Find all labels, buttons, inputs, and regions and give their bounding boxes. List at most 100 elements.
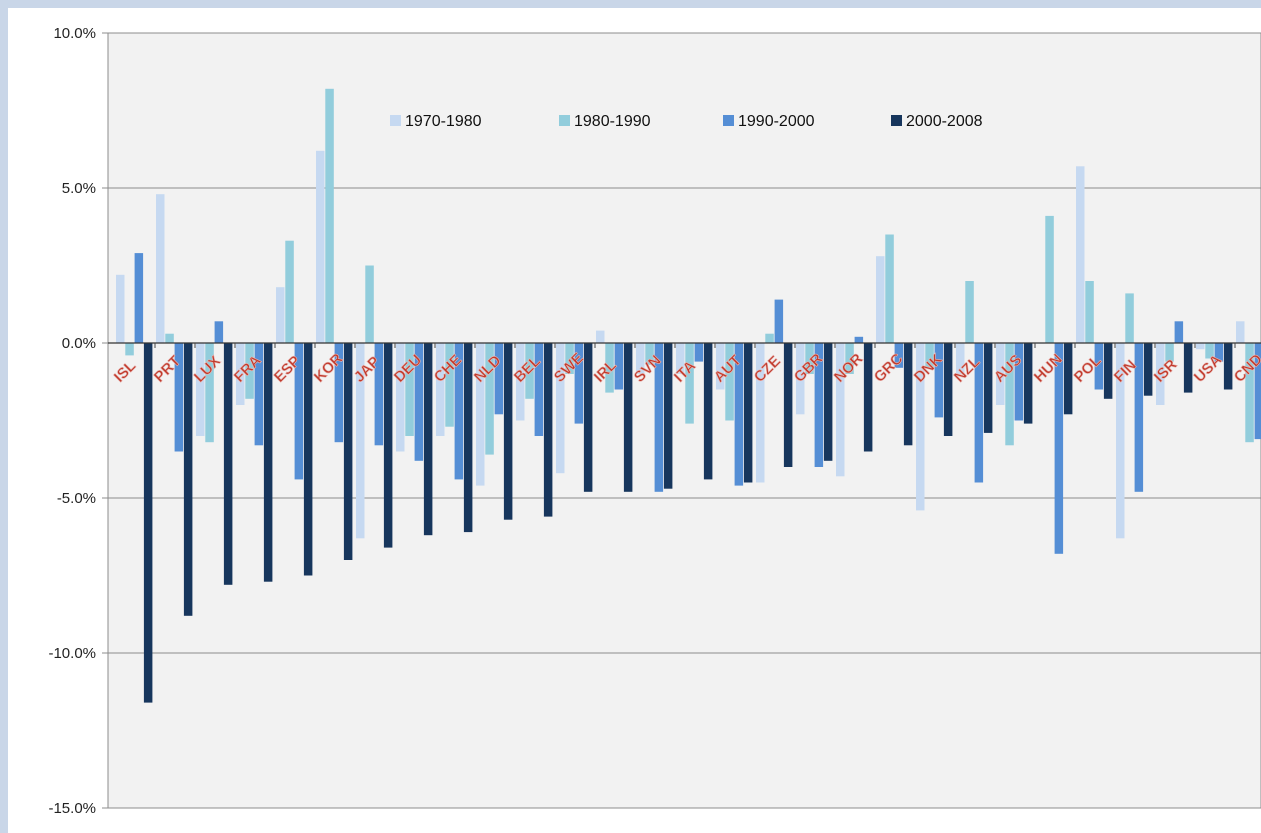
bar-swe-2000-2008 xyxy=(583,343,593,492)
bar-kor-1980-1990 xyxy=(325,88,334,343)
bar-che-1990-2000 xyxy=(454,343,464,480)
plot-area xyxy=(107,32,1261,809)
bar-isr-2000-2008 xyxy=(1183,343,1193,393)
y-tick-label: 5.0% xyxy=(62,180,96,197)
bar-ita-1980-1990 xyxy=(685,343,694,424)
bar-nld-1980-1990 xyxy=(485,343,494,455)
bar-usa-2000-2008 xyxy=(1223,343,1233,390)
bar-irl-1970-1980 xyxy=(596,330,605,343)
bar-dnk-2000-2008 xyxy=(943,343,953,436)
bar-isl-1990-2000 xyxy=(134,253,144,343)
bar-isl-2000-2008 xyxy=(143,343,153,703)
bar-dnk-1990-2000 xyxy=(934,343,944,418)
bar-isl-1970-1980 xyxy=(116,274,125,343)
bar-jap-1990-2000 xyxy=(374,343,384,446)
bar-gbr-1990-2000 xyxy=(814,343,824,467)
bar-usa-1990-2000 xyxy=(1214,343,1224,362)
bar-bel-1970-1980 xyxy=(516,343,525,421)
bar-lux-2000-2008 xyxy=(223,343,233,585)
bar-ita-2000-2008 xyxy=(703,343,713,480)
bar-che-2000-2008 xyxy=(463,343,473,533)
bar-svn-1990-2000 xyxy=(654,343,664,492)
legend: 1970-1980 1980-1990 1990-2000 2000-2008 xyxy=(390,113,983,130)
bar-kor-2000-2008 xyxy=(343,343,353,560)
legend-swatch xyxy=(723,115,734,126)
bar-fin-1970-1980 xyxy=(1116,343,1125,539)
y-tick-label: 0.0% xyxy=(62,335,96,352)
bar-hun-1990-2000 xyxy=(1054,343,1064,554)
bar-aus-1970-1980 xyxy=(996,343,1005,405)
legend-swatch xyxy=(390,115,401,126)
bar-deu-1970-1980 xyxy=(396,343,405,452)
bar-svn-1970-1980 xyxy=(636,343,645,374)
bar-pol-1970-1980 xyxy=(1076,166,1085,343)
y-tick-label: -5.0% xyxy=(57,490,96,507)
bar-aut-1980-1990 xyxy=(725,343,734,421)
bar-dnk-1970-1980 xyxy=(916,343,925,511)
y-axis: 10.0% 5.0% 0.0% -5.0% -10.0% -15.0% xyxy=(48,25,108,817)
bar-gbr-2000-2008 xyxy=(823,343,833,461)
bar-fin-1990-2000 xyxy=(1134,343,1144,492)
bar-irl-2000-2008 xyxy=(623,343,633,492)
bar-fin-1980-1990 xyxy=(1125,293,1134,343)
bar-nld-1990-2000 xyxy=(494,343,504,415)
bar-nld-1970-1980 xyxy=(476,343,485,486)
bar-bel-1980-1990 xyxy=(525,343,534,399)
bar-ita-1990-2000 xyxy=(694,343,704,362)
bar-swe-1970-1980 xyxy=(556,343,565,474)
bar-fra-1980-1990 xyxy=(245,343,254,399)
bar-nzl-2000-2008 xyxy=(983,343,993,433)
bar-isr-1970-1980 xyxy=(1156,343,1165,405)
bar-jap-2000-2008 xyxy=(383,343,393,548)
bar-deu-1990-2000 xyxy=(414,343,424,461)
bar-cnd-1990-2000 xyxy=(1254,343,1261,440)
bar-hun-2000-2008 xyxy=(1063,343,1073,415)
bar-usa-1970-1980 xyxy=(1196,343,1205,350)
bar-cnd-1970-1980 xyxy=(1236,321,1245,343)
bar-che-1980-1990 xyxy=(445,343,454,427)
bar-lux-1980-1990 xyxy=(205,343,214,443)
bar-che-1970-1980 xyxy=(436,343,445,436)
bar-aus-2000-2008 xyxy=(1023,343,1033,424)
bar-isr-1980-1990 xyxy=(1165,343,1174,362)
legend-label: 1970-1980 xyxy=(405,113,482,130)
bar-gbr-1980-1990 xyxy=(805,343,814,374)
legend-label: 1990-2000 xyxy=(738,113,815,130)
bar-irl-1980-1990 xyxy=(605,343,614,393)
bar-ita-1970-1980 xyxy=(676,343,685,374)
bar-aut-1970-1980 xyxy=(716,343,725,390)
bar-prt-2000-2008 xyxy=(183,343,193,616)
bar-cze-2000-2008 xyxy=(783,343,793,467)
bar-lux-1990-2000 xyxy=(214,321,224,343)
bar-kor-1970-1980 xyxy=(316,150,325,343)
bar-jap-1980-1990 xyxy=(365,265,374,343)
y-tick-label: 10.0% xyxy=(53,25,96,42)
bar-nor-1970-1980 xyxy=(836,343,845,477)
bar-pol-2000-2008 xyxy=(1103,343,1113,399)
y-tick-label: -15.0% xyxy=(48,800,96,817)
bar-nor-1980-1990 xyxy=(845,343,854,374)
bar-prt-1970-1980 xyxy=(156,194,165,343)
bar-nor-1990-2000 xyxy=(854,336,864,343)
bar-cze-1970-1980 xyxy=(756,343,765,483)
bar-nzl-1990-2000 xyxy=(974,343,984,483)
bar-cnd-1980-1990 xyxy=(1245,343,1254,443)
bar-kor-1990-2000 xyxy=(334,343,344,443)
gridlines xyxy=(108,187,1261,654)
bar-nld-2000-2008 xyxy=(503,343,513,520)
bar-aut-2000-2008 xyxy=(743,343,753,483)
bar-grc-1990-2000 xyxy=(894,343,904,368)
x-tick-marks xyxy=(154,343,1236,348)
bar-esp-2000-2008 xyxy=(303,343,313,576)
chart-frame: 10.0% 5.0% 0.0% -5.0% -10.0% -15.0% ISL PRT LUX… xyxy=(8,8,1261,833)
legend-label: 2000-2008 xyxy=(906,113,983,130)
bar-jap-1970-1980 xyxy=(356,343,365,539)
bar-isr-1990-2000 xyxy=(1174,321,1184,343)
bar-esp-1980-1990 xyxy=(285,240,294,343)
legend-swatch xyxy=(891,115,902,126)
bar-cze-1980-1990 xyxy=(765,333,774,343)
bar-cze-1990-2000 xyxy=(774,299,784,343)
legend-label: 1980-1990 xyxy=(574,113,651,130)
bar-lux-1970-1980 xyxy=(196,343,205,436)
bar-fra-2000-2008 xyxy=(263,343,273,582)
